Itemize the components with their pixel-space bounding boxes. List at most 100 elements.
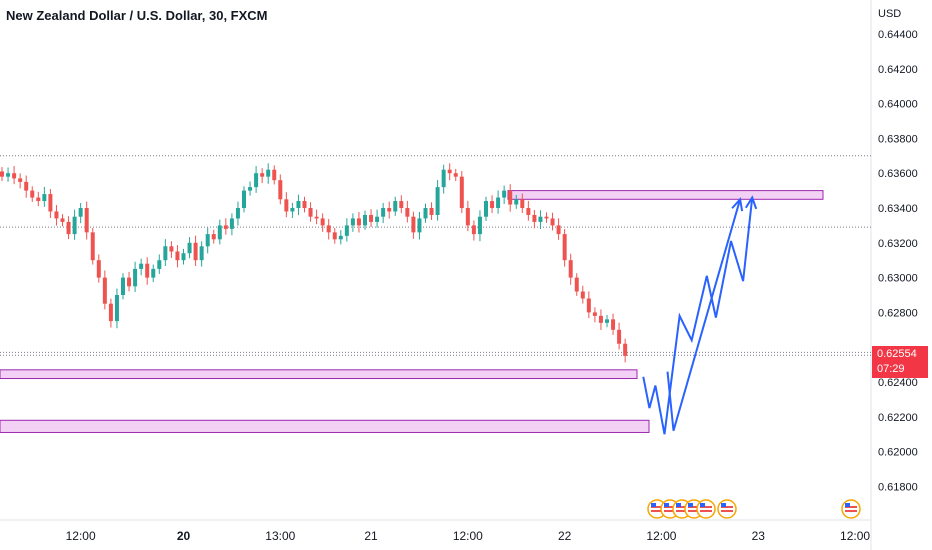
candle-body: [229, 218, 234, 229]
arrow-head: [731, 197, 744, 212]
candle-body: [417, 218, 422, 233]
candle-body: [429, 208, 434, 215]
zones[interactable]: [0, 190, 824, 433]
flag-stripe: [688, 510, 700, 512]
us-flag-event-icon[interactable]: [696, 499, 716, 519]
candle-body: [187, 242, 192, 254]
candle-body: [90, 232, 95, 261]
flag-stripe: [651, 506, 663, 508]
economic-event-icons[interactable]: [647, 499, 861, 519]
candle-body: [235, 208, 240, 219]
flag-stripe: [664, 506, 676, 508]
candle-body: [278, 180, 283, 200]
candle-body: [60, 218, 65, 222]
candle-body: [84, 208, 89, 233]
candle-body: [363, 214, 367, 226]
flag-stripe: [688, 506, 700, 508]
candle-body: [151, 268, 156, 278]
candle-body: [338, 235, 343, 240]
candle-body: [332, 232, 337, 240]
candle-body: [453, 173, 458, 177]
candle-body: [393, 201, 398, 212]
price-tick-label: 0.61800: [878, 481, 918, 493]
candle-body: [242, 190, 246, 208]
price-zone[interactable]: [0, 369, 638, 380]
candle-body: [314, 216, 319, 219]
candle-body: [54, 211, 59, 219]
candle-body: [477, 216, 482, 235]
candle-body: [598, 315, 603, 323]
candle-body: [102, 277, 107, 304]
candle-body: [48, 194, 53, 212]
price-tick-label: 0.63200: [878, 238, 918, 250]
candle-body: [108, 303, 113, 322]
flag-stripe: [676, 506, 688, 508]
arrow-head: [744, 195, 758, 210]
candle-body: [139, 263, 144, 269]
candle-body: [375, 216, 380, 222]
candle-body: [617, 329, 622, 344]
flag-stripe: [845, 506, 857, 508]
candle-body: [302, 201, 307, 208]
candle-body: [169, 246, 174, 252]
candle-body: [133, 268, 138, 287]
candle-body: [405, 208, 410, 217]
candle-body: [223, 225, 228, 229]
price-tick-label: 0.64400: [878, 29, 918, 41]
candle-body: [42, 194, 47, 202]
price-tick-label: 0.62400: [878, 377, 918, 389]
time-tick-label: 12:00: [840, 529, 870, 543]
time-axis[interactable]: 12:00 20 13:00 21 12:00 22 12:00 23 12:00: [66, 529, 871, 543]
price-tick-label: 0.63600: [878, 168, 918, 180]
flag-canton: [700, 503, 705, 507]
price-tick-label: 0.63400: [878, 203, 918, 215]
candle-body: [471, 225, 476, 235]
time-tick-label: 21: [364, 529, 378, 543]
candle-body: [356, 218, 361, 226]
projection-path[interactable]: [666, 199, 742, 431]
candle-body: [24, 181, 29, 191]
time-tick-label: 12:00: [646, 529, 676, 543]
candle-body: [344, 225, 349, 236]
time-tick-label: 12:00: [66, 529, 96, 543]
us-flag-event-icon[interactable]: [841, 499, 861, 519]
candle-body: [211, 234, 216, 240]
candle-body: [78, 208, 83, 217]
candle-body: [556, 225, 561, 235]
candle-body: [175, 251, 180, 261]
price-zone[interactable]: [507, 190, 824, 200]
candles: [0, 163, 628, 363]
time-tick-label: 12:00: [453, 529, 483, 543]
candle-body: [605, 319, 609, 323]
flag-stripe: [845, 510, 857, 512]
candle-body: [199, 246, 204, 261]
candle-body: [66, 221, 71, 235]
candle-body: [574, 277, 579, 292]
us-flag-event-icon[interactable]: [717, 499, 737, 519]
candle-body: [72, 216, 77, 235]
candle-body: [96, 260, 101, 278]
candle-body: [248, 187, 253, 191]
candle-body: [308, 208, 313, 217]
candle-body: [441, 169, 446, 188]
candle-body: [623, 343, 628, 356]
price-zone[interactable]: [0, 419, 650, 433]
candle-body: [254, 173, 259, 188]
flag-stripe: [664, 510, 676, 512]
price-tick-label: 0.62200: [878, 412, 918, 424]
price-axis[interactable]: 0.64400 0.64200 0.64000 0.63800 0.63600 0.634…: [878, 29, 918, 493]
candle-body: [350, 218, 355, 226]
time-tick-label: 22: [558, 529, 572, 543]
flag-canton: [845, 503, 850, 507]
candle-body: [320, 218, 325, 226]
price-tick-label: 0.63800: [878, 133, 918, 145]
candle-body: [369, 214, 374, 222]
flag-canton: [688, 503, 693, 507]
candle-body: [502, 190, 507, 198]
flag-stripe: [651, 510, 663, 512]
projection-path[interactable]: [642, 197, 754, 435]
candle-body: [157, 260, 162, 269]
projection-paths[interactable]: [642, 195, 758, 435]
candle-body: [381, 208, 386, 217]
